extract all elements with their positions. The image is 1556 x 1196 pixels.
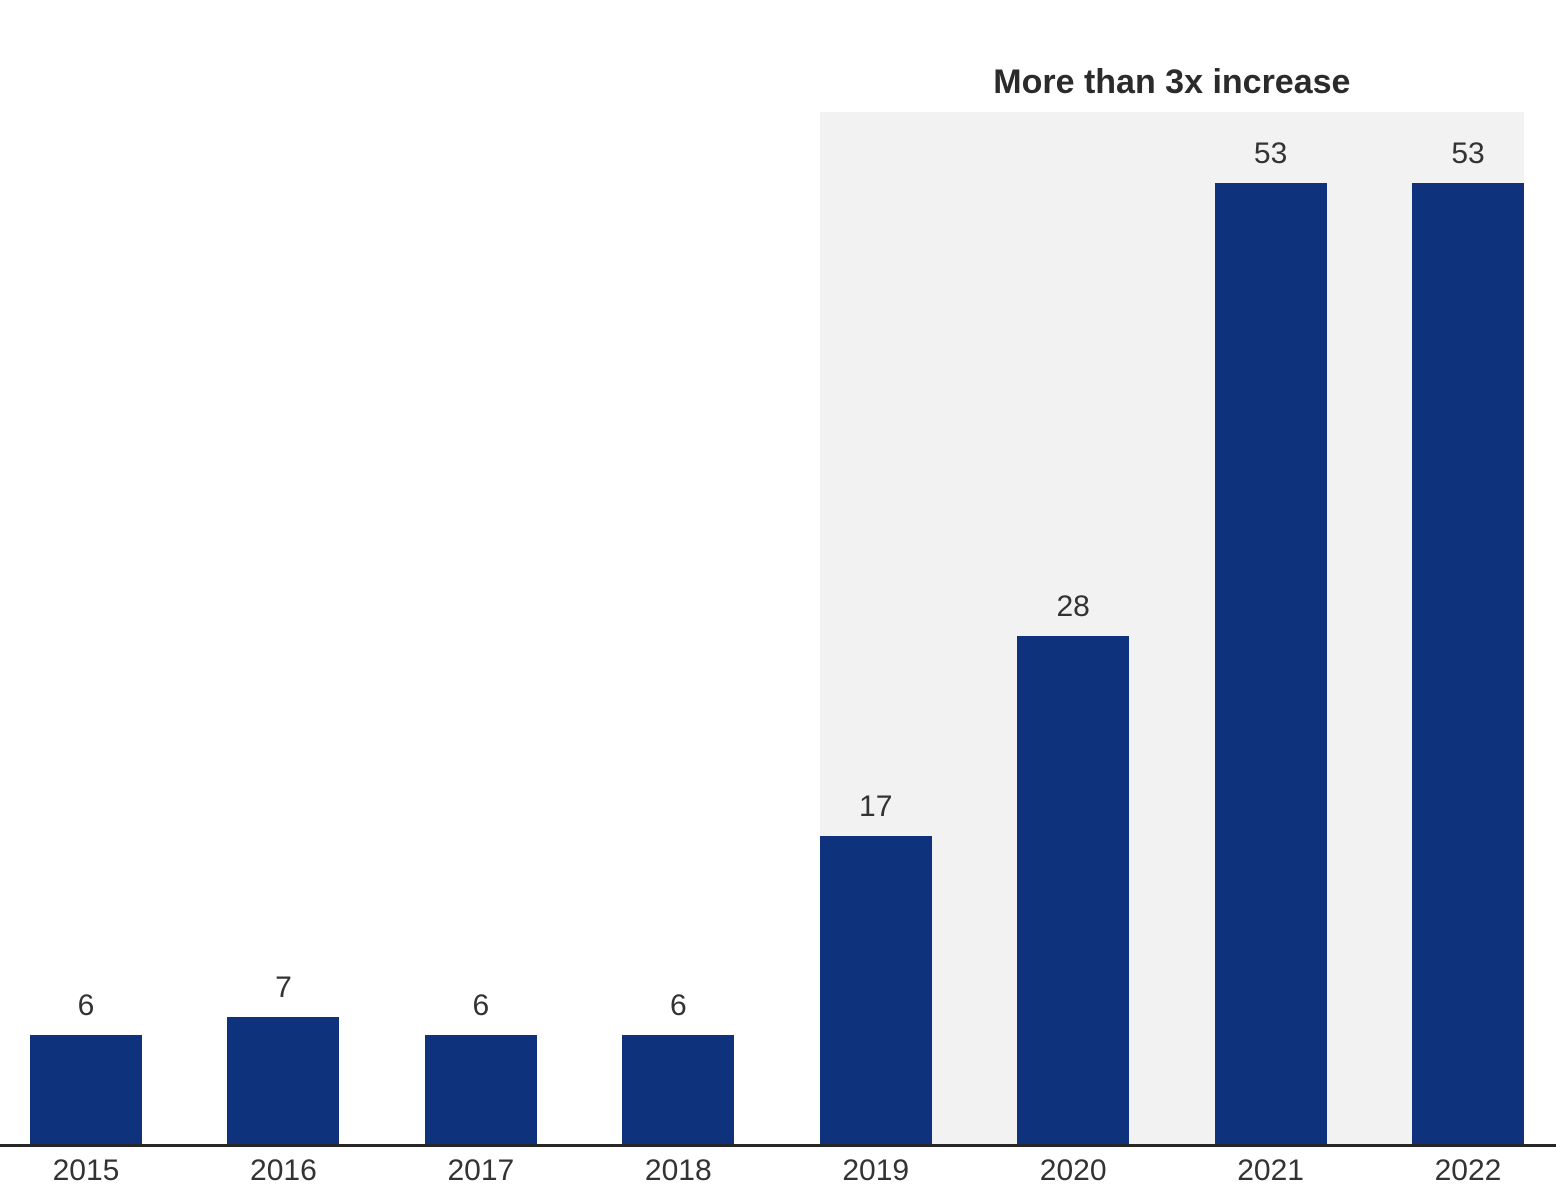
value-label-2018: 6	[669, 989, 687, 1023]
highlight-region	[819, 112, 1524, 1144]
value-label-2016: 7	[275, 971, 292, 1005]
x-tick-label-2021: 2021	[1237, 1154, 1304, 1187]
bar-2015	[30, 1035, 142, 1144]
bar-2022	[1412, 183, 1524, 1144]
bar-2018	[622, 1035, 735, 1144]
bar-2017	[424, 1035, 537, 1144]
x-axis-line	[0, 1144, 1556, 1147]
bar-2021	[1214, 183, 1327, 1144]
annotation-title: More than 3x increase	[993, 63, 1351, 101]
bar-2016	[227, 1017, 340, 1144]
bar-2020	[1017, 636, 1130, 1144]
value-label-2022: 53	[1451, 137, 1485, 170]
x-tick-label-2015: 2015	[52, 1154, 120, 1187]
x-tick-label-2019: 2019	[842, 1154, 910, 1187]
value-label-2015: 6	[77, 989, 95, 1023]
bar-2019	[819, 835, 932, 1144]
value-label-2021: 53	[1253, 137, 1288, 170]
x-tick-label-2017: 2017	[447, 1154, 515, 1187]
value-label-2020: 28	[1056, 590, 1090, 624]
value-label-2017: 6	[472, 989, 490, 1023]
x-tick-label-2016: 2016	[250, 1154, 317, 1187]
value-label-2019: 17	[859, 789, 893, 823]
x-tick-label-2018: 2018	[644, 1154, 712, 1187]
x-tick-label-2022: 2022	[1434, 1154, 1502, 1187]
x-tick-label-2020: 2020	[1039, 1154, 1107, 1187]
